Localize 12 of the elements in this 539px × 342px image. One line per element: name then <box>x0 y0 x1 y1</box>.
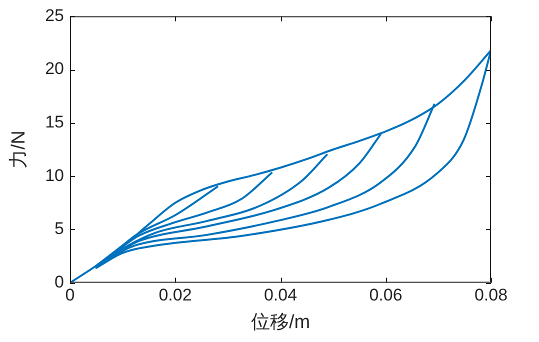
y-tick-label: 10 <box>45 166 64 185</box>
x-tick-label: 0.04 <box>264 286 298 305</box>
y-tick-label: 5 <box>54 219 64 238</box>
x-tick-label: 0.08 <box>474 286 508 305</box>
x-axis-title: 位移/m <box>250 312 310 333</box>
x-tick-label: 0.02 <box>158 286 192 305</box>
y-tick-label: 25 <box>45 6 64 25</box>
y-tick-label: 15 <box>45 112 64 132</box>
y-tick-label: 20 <box>45 59 64 78</box>
x-tick-label: 0.06 <box>369 286 402 305</box>
y-tick-label: 0 <box>54 272 64 292</box>
y-axis-title: 力/N <box>8 130 30 168</box>
